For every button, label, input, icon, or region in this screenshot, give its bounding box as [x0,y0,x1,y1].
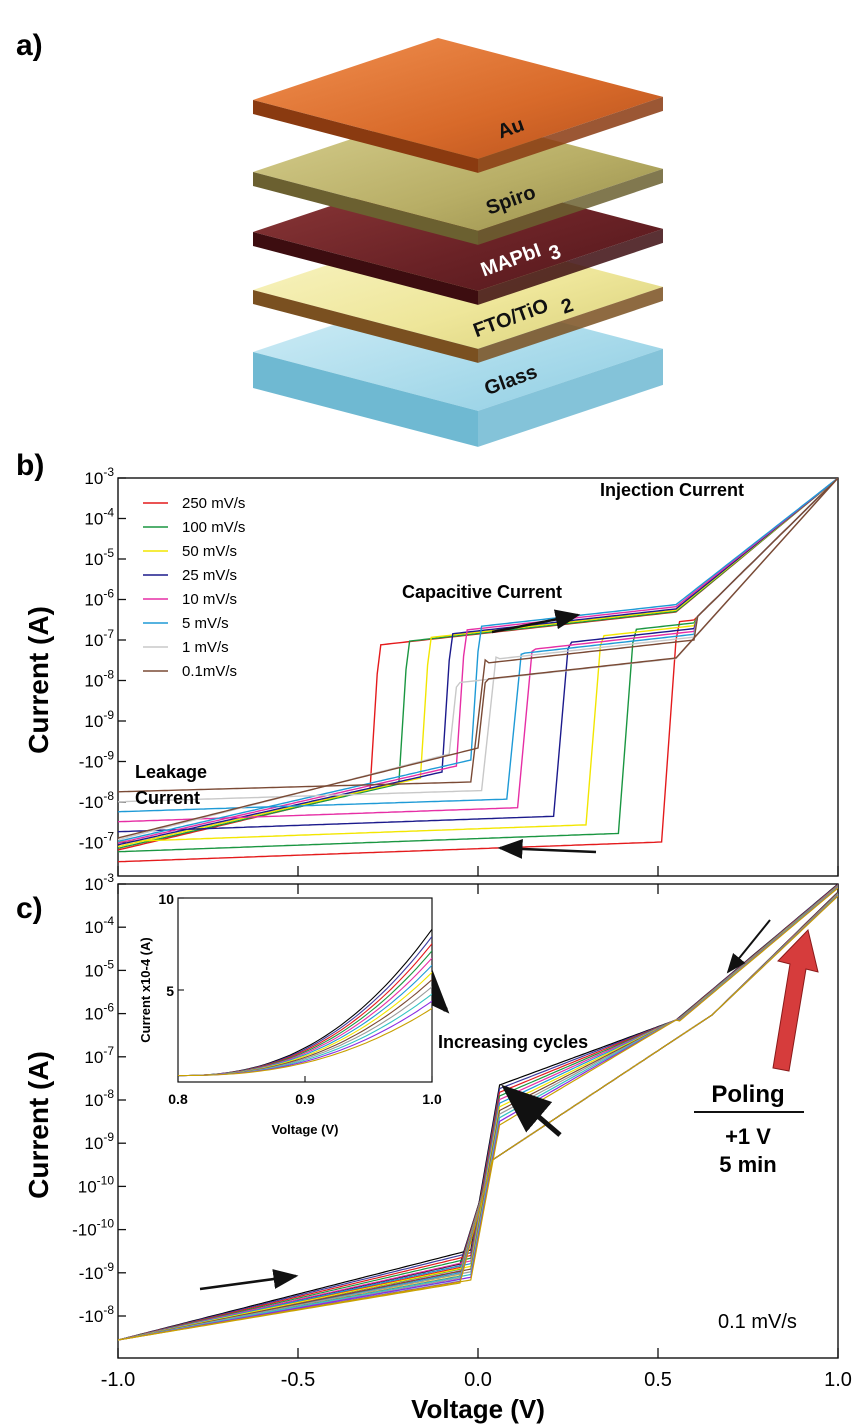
c-ytick-label: -10-8 [79,1303,115,1326]
c-xtick-label: 0.5 [644,1369,672,1391]
forward-sweep-arrow [199,1269,299,1291]
increasing-cycles-arrow [501,1084,562,1137]
poling-label: Poling [711,1081,784,1108]
panel-label-a: a) [16,29,43,62]
c-xtick-label: 0.0 [464,1369,492,1391]
poling-voltage: +1 V [725,1124,771,1149]
panel-b-chart: 10-3 10-4 10-5 10-6 10-7 10-8 10-9 -10-9 -10-8 -1… [23,465,839,877]
inset-ytick-label: 10 [158,891,174,907]
inset-xtick-label: 0.8 [168,1091,188,1107]
b-series-forward [118,478,838,848]
panel-label-b: b) [16,449,44,482]
c-xtick-label: 1.0 [824,1369,852,1391]
b-ytick-label: 10-3 [84,465,114,488]
b-ytick-label: -10-8 [79,789,115,812]
b-ytick-label: 10-8 [84,668,114,691]
b-ytick-label: 10-9 [84,708,114,731]
c-ytick-label: 10-10 [78,1173,115,1196]
legend-entry: 250 mV/s [182,495,245,512]
b-ytick-label: 10-6 [84,587,114,610]
inset-xtick-label: 1.0 [422,1091,442,1107]
b-ytick-label: -10-9 [79,749,115,772]
panel-c-ylabel: Current (A) [23,1051,54,1199]
c-ytick-label: 10-5 [84,957,114,980]
panel-b-ylabel: Current (A) [23,606,54,754]
panel-label-c: c) [16,892,43,925]
c-ytick-label: 10-4 [84,914,114,937]
legend-entry: 25 mV/s [182,567,237,584]
layer-au: Au [253,38,663,173]
reverse-sweep-arrow [726,919,771,974]
legend-entry: 1 mV/s [182,639,229,656]
b-ytick-label: 10-7 [84,627,114,650]
scan-rate-label: 0.1 mV/s [718,1311,797,1333]
b-series-forward [118,478,838,844]
panel-c-chart: 10-310-410-510-610-710-810-910-10-10-10-… [23,871,852,1424]
c-ytick-label: 10-8 [84,1087,114,1110]
legend-entry: 5 mV/s [182,615,229,632]
inset-xlabel: Voltage (V) [272,1122,339,1137]
leakage-label-line2: Current [135,788,200,808]
poling-time: 5 min [719,1152,776,1177]
c-ytick-label: -10-10 [72,1217,114,1240]
b-series-forward [118,478,838,849]
panel-c-xlabel: Voltage (V) [411,1394,545,1424]
b-ytick-label: 10-5 [84,546,114,569]
c-ytick-label: 10-6 [84,1001,114,1024]
b-ytick-label: 10-4 [84,506,114,529]
b-series-reverse [118,478,838,793]
c-ytick-label: 10-3 [84,871,114,894]
legend-entry: 0.1mV/s [182,663,237,680]
b-ytick-label: -10-7 [79,830,115,853]
inset-ylabel: Current x10-4 (A) [138,937,153,1042]
reverse-arrow [497,838,597,859]
increasing-cycles-label: Increasing cycles [438,1032,588,1052]
leakage-label-line1: Leakage [135,762,207,782]
legend-entry: 100 mV/s [182,519,245,536]
inset-xtick-label: 0.9 [295,1091,315,1107]
inset-chart: 0.8 0.9 1.0 10 5 Voltage (V) Current x10-4 (… [138,891,442,1137]
capacitive-current-label: Capacitive Current [402,582,562,602]
capacitive-arrow [491,609,581,634]
c-ytick-label: -10-9 [79,1260,115,1283]
poling-arrow-icon [772,928,819,1072]
b-series-forward [118,478,838,839]
c-ytick-label: 10-7 [84,1044,114,1067]
c-xtick-label: -0.5 [281,1369,315,1391]
injection-current-label: Injection Current [600,480,744,500]
c-cycle-reverse [118,887,838,1341]
b-series-forward [118,478,838,843]
legend-entry: 10 mV/s [182,591,237,608]
inset-cycle-curve [178,1007,432,1077]
inset-ytick-label: 5 [166,983,174,999]
c-ytick-label: 10-9 [84,1130,114,1153]
legend-entry: 50 mV/s [182,543,237,560]
c-xtick-label: -1.0 [101,1369,135,1391]
